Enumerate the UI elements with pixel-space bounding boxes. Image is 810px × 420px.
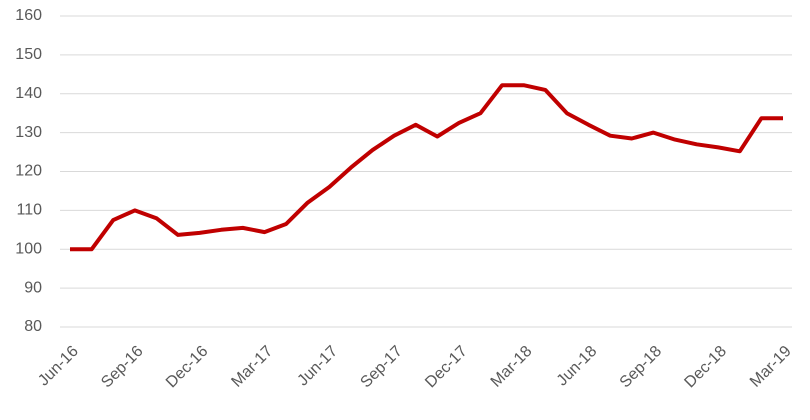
x-tick-label: Mar-18 <box>488 343 536 391</box>
x-tick-label: Jun-18 <box>554 343 601 390</box>
x-tick-label: Dec-17 <box>422 343 471 392</box>
y-tick-label: 120 <box>15 163 42 180</box>
x-tick-label: Dec-18 <box>682 343 731 392</box>
y-tick-label: 80 <box>24 318 42 335</box>
x-tick-label: Sep-16 <box>98 343 147 392</box>
x-tick-label: Mar-17 <box>228 343 276 391</box>
x-tick-label: Mar-19 <box>747 343 795 391</box>
x-tick-label: Jun-17 <box>294 343 341 390</box>
x-tick-label: Jun-16 <box>35 343 82 390</box>
y-tick-label: 140 <box>15 85 42 102</box>
x-tick-label: Sep-18 <box>617 343 666 392</box>
y-tick-label: 160 <box>15 7 42 24</box>
x-tick-label: Sep-17 <box>357 343 406 392</box>
y-tick-label: 90 <box>24 279 42 296</box>
y-tick-label: 110 <box>16 202 42 219</box>
y-tick-label: 130 <box>15 124 42 141</box>
data-line <box>70 83 783 252</box>
y-tick-label: 150 <box>15 46 42 63</box>
x-tick-label: Dec-16 <box>163 343 212 392</box>
y-tick-label: 100 <box>15 240 42 257</box>
